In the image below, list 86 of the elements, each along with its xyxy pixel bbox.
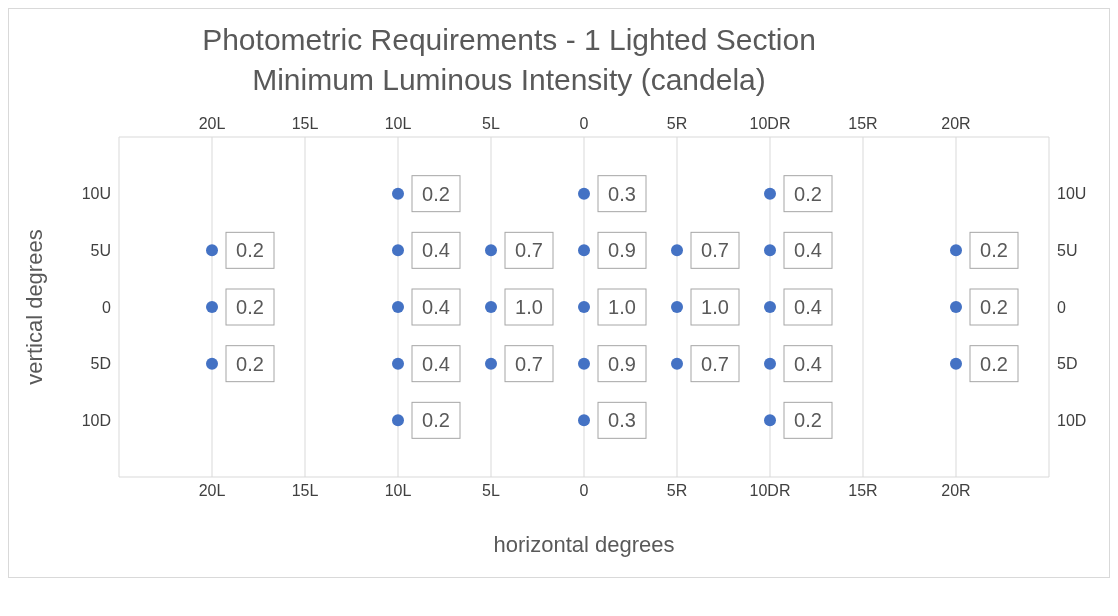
y2-tick-label: 10U bbox=[1057, 185, 1087, 203]
point bbox=[578, 244, 590, 257]
point bbox=[671, 301, 683, 313]
y2-tick-label: 5U bbox=[1057, 242, 1078, 260]
y-tick-label: 5D bbox=[90, 355, 111, 373]
annotation: 0.4 bbox=[422, 296, 450, 318]
chart-title: Photometric Requirements - 1 Lighted Section bbox=[201, 22, 817, 57]
point bbox=[578, 187, 590, 200]
point bbox=[392, 357, 404, 370]
annotation: 0.9 bbox=[608, 352, 636, 375]
annotation: 0.9 bbox=[608, 239, 636, 262]
point bbox=[950, 357, 962, 370]
point bbox=[206, 301, 218, 313]
point bbox=[392, 414, 404, 427]
x-tick-label: 5L bbox=[482, 482, 500, 500]
x2-tick-label: 20L bbox=[198, 115, 226, 132]
annotation: 0.2 bbox=[236, 352, 264, 375]
y-tick-label: 5U bbox=[90, 242, 111, 260]
annotation: 0.7 bbox=[701, 352, 729, 375]
annotation: 1.0 bbox=[701, 296, 729, 318]
annotation: 0.7 bbox=[701, 239, 729, 262]
y-tick-label: 10U bbox=[81, 185, 111, 203]
point bbox=[578, 414, 590, 427]
annotation: 0.2 bbox=[980, 239, 1008, 262]
point bbox=[485, 301, 497, 313]
y-axis-title: vertical degrees bbox=[21, 229, 47, 385]
annotation: 0.4 bbox=[422, 352, 450, 375]
x2-tick-label: 5L bbox=[482, 115, 500, 132]
point bbox=[392, 244, 404, 257]
y2-tick-label: 10D bbox=[1057, 412, 1087, 430]
y-tick-label: 0 bbox=[102, 298, 112, 316]
point bbox=[578, 357, 590, 370]
x-axis-title: horizontal degrees bbox=[493, 532, 675, 557]
annotation: 0.2 bbox=[236, 296, 264, 318]
annotation: 0.4 bbox=[422, 239, 450, 262]
annotation: 1.0 bbox=[515, 296, 543, 318]
annotation: 0.2 bbox=[980, 296, 1008, 318]
x-tick-label: 10DR bbox=[749, 482, 791, 500]
point bbox=[485, 244, 497, 257]
point bbox=[764, 301, 776, 313]
annotation: 0.7 bbox=[515, 239, 543, 262]
point bbox=[671, 244, 683, 257]
y2-tick-label: 5D bbox=[1057, 355, 1078, 373]
point bbox=[950, 244, 962, 257]
y-tick-label: 10D bbox=[81, 412, 111, 430]
x2-tick-label: 20R bbox=[941, 115, 971, 132]
point bbox=[578, 301, 590, 313]
x-tick-label: 10L bbox=[384, 482, 412, 500]
x-tick-label: 5R bbox=[666, 482, 688, 500]
annotation: 0.4 bbox=[794, 239, 822, 262]
x2-tick-label: 10DR bbox=[749, 115, 791, 132]
x2-tick-label: 15R bbox=[848, 115, 878, 132]
point bbox=[206, 357, 218, 370]
annotation: 1.0 bbox=[608, 296, 636, 318]
annotation: 0.7 bbox=[515, 352, 543, 375]
annotation: 0.2 bbox=[236, 239, 264, 262]
point bbox=[392, 301, 404, 313]
point bbox=[206, 244, 218, 257]
point bbox=[392, 187, 404, 200]
x2-tick-label: 10L bbox=[384, 115, 412, 132]
annotation: 0.4 bbox=[794, 352, 822, 375]
point bbox=[764, 244, 776, 257]
x-tick-label: 15R bbox=[848, 482, 878, 500]
point bbox=[950, 301, 962, 313]
y2-tick-label: 0 bbox=[1057, 298, 1066, 316]
annotation: 0.2 bbox=[794, 409, 822, 432]
x2-tick-label: 5R bbox=[666, 115, 688, 132]
annotation: 0.3 bbox=[608, 409, 636, 432]
point bbox=[671, 357, 683, 370]
annotation: 0.2 bbox=[794, 182, 822, 205]
chart-subtitle: Minimum Luminous Intensity (candela) bbox=[251, 63, 767, 97]
x2-tick-label: 15L bbox=[291, 115, 319, 132]
x2-tick-label: 0 bbox=[579, 115, 589, 132]
annotation: 0.4 bbox=[794, 296, 822, 318]
point bbox=[764, 414, 776, 427]
point bbox=[764, 187, 776, 200]
x-tick-label: 15L bbox=[291, 482, 319, 500]
x-tick-label: 20L bbox=[198, 482, 226, 500]
annotation: 0.3 bbox=[608, 182, 636, 205]
annotation: 0.2 bbox=[980, 352, 1008, 375]
point bbox=[485, 357, 497, 370]
x-tick-label: 20R bbox=[941, 482, 971, 500]
annotation: 0.2 bbox=[422, 409, 450, 432]
point bbox=[764, 357, 776, 370]
annotation: 0.2 bbox=[422, 182, 450, 205]
x-tick-label: 0 bbox=[579, 482, 589, 500]
